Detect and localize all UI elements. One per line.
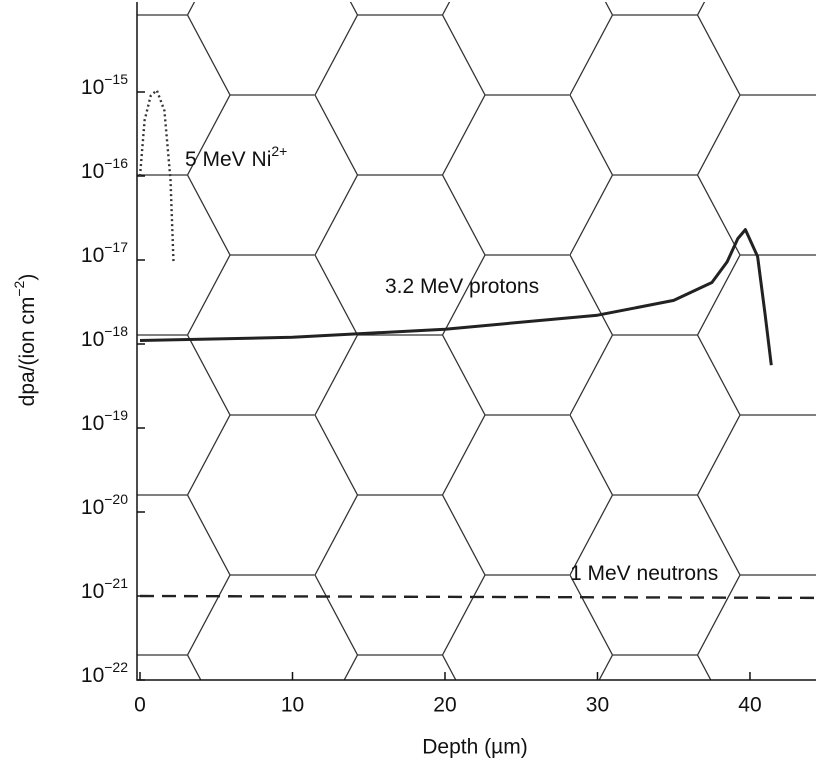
series-label-text: 1 MeV neutrons bbox=[570, 562, 718, 585]
x-tick-label: 30 bbox=[586, 694, 609, 717]
series-label-text: 5 MeV Ni bbox=[185, 148, 271, 171]
y-tick-label: 10−18 bbox=[81, 323, 128, 351]
series-line bbox=[139, 594, 816, 600]
series-label-text: 3.2 MeV protons bbox=[385, 275, 539, 298]
series-line bbox=[139, 228, 773, 366]
hex-background bbox=[137, 2, 816, 680]
x-tick-label: 0 bbox=[134, 694, 146, 717]
y-tick-label: 10−15 bbox=[81, 71, 128, 99]
series-label: 1 MeV neutrons bbox=[570, 562, 718, 585]
y-tick-label: 10−22 bbox=[81, 659, 128, 687]
y-tick-label: 10−21 bbox=[81, 575, 128, 603]
series-label: 3.2 MeV protons bbox=[385, 275, 539, 298]
y-label-sup: −2 bbox=[11, 280, 27, 296]
y-tick-label: 10−20 bbox=[81, 491, 128, 519]
y-tick-label: 10−19 bbox=[81, 407, 128, 435]
y-tick-label: 10−16 bbox=[81, 155, 128, 183]
x-tick-label: 40 bbox=[738, 694, 761, 717]
plot-area bbox=[138, 89, 816, 600]
y-axis-label: dpa/(ion cm−2) bbox=[11, 274, 39, 407]
x-tick-label: 10 bbox=[281, 694, 304, 717]
x-tick-label: 20 bbox=[433, 694, 456, 717]
y-label-text: dpa/(ion cm bbox=[16, 297, 39, 407]
series-line bbox=[138, 89, 175, 262]
series-label: 5 MeV Ni2+ bbox=[185, 143, 287, 171]
y-label-after: ) bbox=[16, 274, 39, 281]
x-axis-label: Depth (µm) bbox=[422, 736, 527, 759]
y-tick-label: 10−17 bbox=[81, 239, 128, 267]
series-label-sup: 2+ bbox=[271, 143, 287, 159]
